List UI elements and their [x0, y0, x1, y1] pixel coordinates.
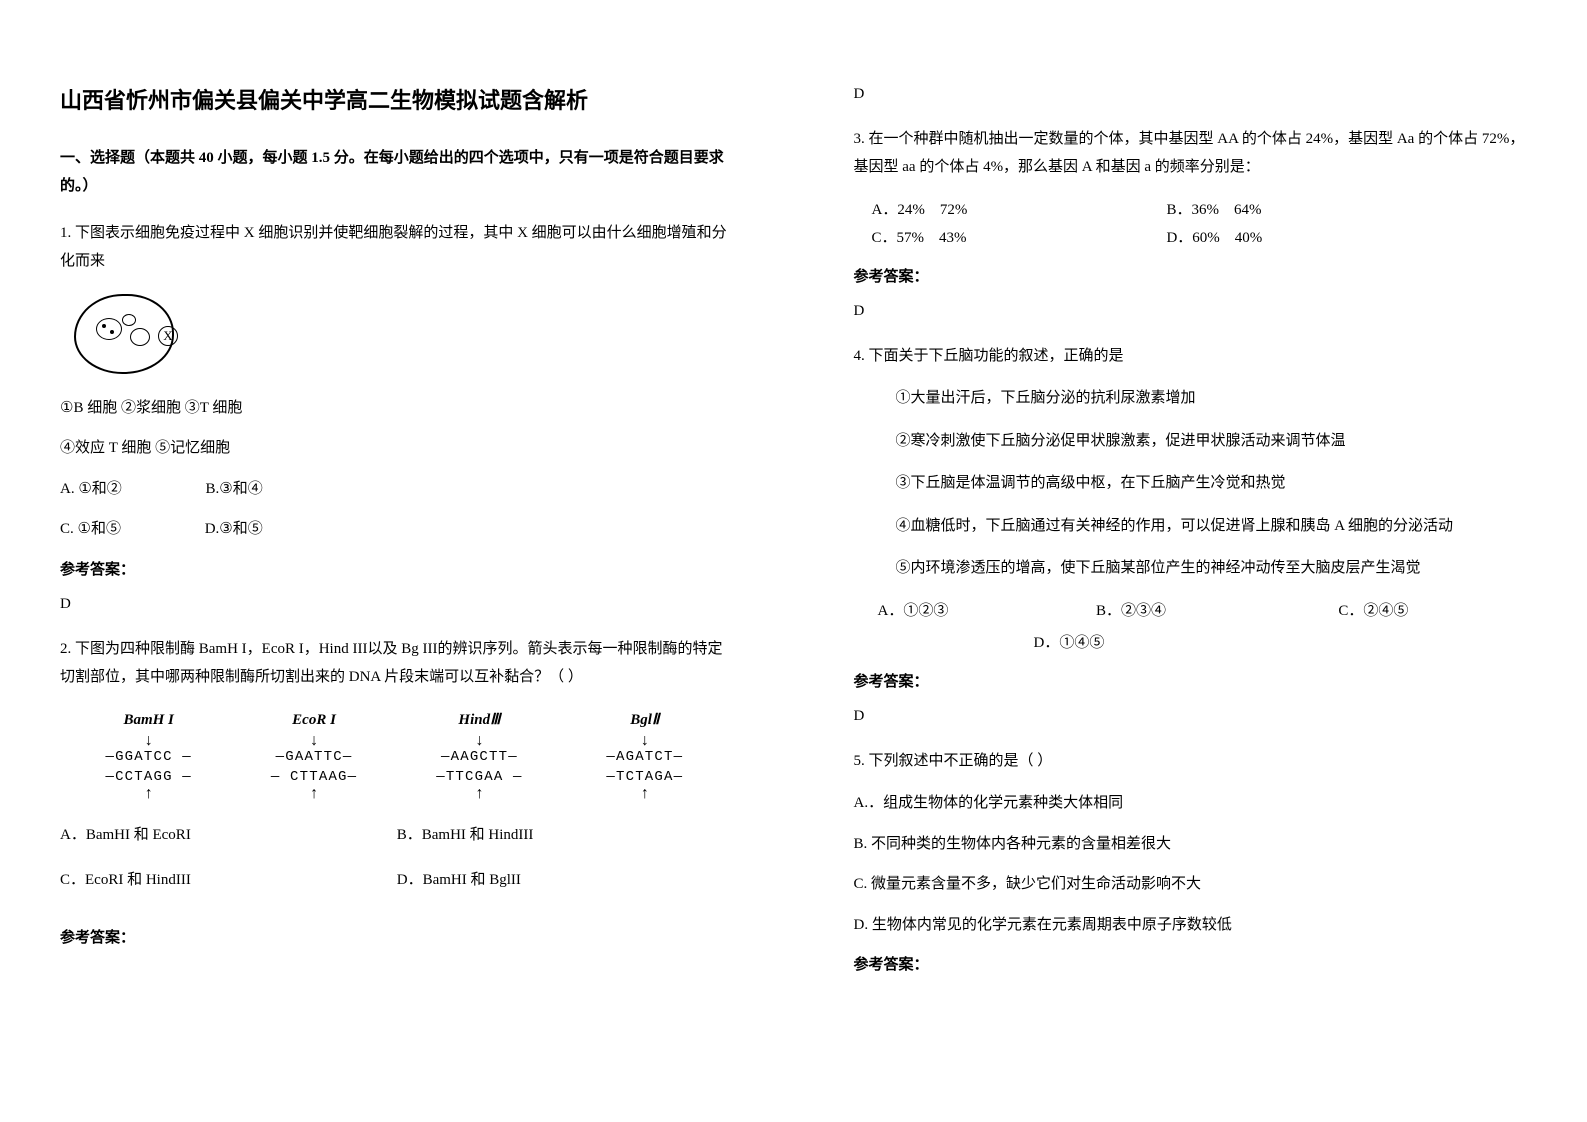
- enzyme-name: BamH I: [70, 706, 227, 749]
- q3-options: A．24% 72% B．36% 64% C．57% 43% D．60% 40%: [854, 196, 1528, 253]
- question-5: 5. 下列叙述中不正确的是（ ） A.．组成生物体的化学元素种类大体相同 B. …: [854, 747, 1528, 980]
- section-header: 一、选择题（本题共 40 小题，每小题 1.5 分。在每小题给出的四个选项中，只…: [60, 144, 734, 201]
- q1-labels-1: ①B 细胞 ②浆细胞 ③T 细胞: [60, 394, 734, 423]
- q1-optA: A. ①和②: [60, 475, 122, 504]
- q4-options-row1: A．①②③ B．②③④ C．②④⑤: [854, 597, 1528, 626]
- q4-optD: D．①④⑤: [1034, 635, 1105, 651]
- enzyme-seq: —AGATCT—: [566, 748, 723, 768]
- q1-figure: X: [66, 290, 196, 380]
- q5-optC: C. 微量元素含量不多，缺少它们对生命活动影响不大: [854, 870, 1528, 899]
- enzyme-name: BglⅡ: [566, 706, 723, 749]
- cell-blob-icon: [130, 328, 150, 346]
- q2-optC: C．EcoRI 和 HindIII: [60, 866, 397, 895]
- q1-stem: 1. 下图表示细胞免疫过程中 X 细胞识别并使靶细胞裂解的过程，其中 X 细胞可…: [60, 219, 734, 276]
- q3-answer: D: [854, 297, 1528, 326]
- q3-optC: C．57% 43%: [872, 224, 1167, 253]
- enzyme-seq: —GGATCC —: [70, 748, 227, 768]
- q4-optB: B．②③④: [1096, 597, 1338, 626]
- arrow-up-icon: [566, 787, 723, 801]
- q3-answer-label: 参考答案：: [854, 263, 1528, 292]
- q5-answer-label: 参考答案：: [854, 951, 1528, 980]
- cell-blob-icon: [96, 318, 122, 340]
- q3-stem: 3. 在一个种群中随机抽出一定数量的个体，其中基因型 AA 的个体占 24%，基…: [854, 125, 1528, 182]
- q2-optA: A．BamHI 和 EcoRI: [60, 821, 397, 850]
- enzyme-col-hind3: HindⅢ —AAGCTT— —TTCGAA —: [397, 706, 562, 802]
- enzyme-col-bamh1: BamH I —GGATCC — —CCTAGG —: [66, 706, 231, 802]
- question-4: 4. 下面关于下丘脑功能的叙述，正确的是 ①大量出汗后，下丘脑分泌的抗利尿激素增…: [854, 342, 1528, 731]
- arrow-up-icon: [70, 787, 227, 801]
- q1-optD: D.③和⑤: [205, 515, 263, 544]
- q2-options: A．BamHI 和 EcoRI B．BamHI 和 HindIII C．EcoR…: [60, 821, 734, 910]
- q1-answer: D: [60, 590, 734, 619]
- q2-enzyme-table: BamH I —GGATCC — —CCTAGG — EcoR I —GAATT…: [66, 706, 728, 802]
- exam-page: 山西省忻州市偏关县偏关中学高二生物模拟试题含解析 一、选择题（本题共 40 小题…: [0, 0, 1587, 1122]
- q4-options-row2: D．①④⑤: [854, 629, 1528, 658]
- q2-optB: B．BamHI 和 HindIII: [397, 821, 734, 850]
- enzyme-col-ecor1: EcoR I —GAATTC— — CTTAAG—: [231, 706, 396, 802]
- left-column: 山西省忻州市偏关县偏关中学高二生物模拟试题含解析 一、选择题（本题共 40 小题…: [0, 0, 794, 1122]
- question-1: 1. 下图表示细胞免疫过程中 X 细胞识别并使靶细胞裂解的过程，其中 X 细胞可…: [60, 219, 734, 619]
- arrow-up-icon: [235, 787, 392, 801]
- q1-options-row1: A. ①和② B.③和④: [60, 475, 734, 504]
- q4-optC: C．②④⑤: [1338, 597, 1527, 626]
- enzyme-name: HindⅢ: [401, 706, 558, 749]
- right-column: D 3. 在一个种群中随机抽出一定数量的个体，其中基因型 AA 的个体占 24%…: [794, 0, 1587, 1122]
- q4-s2: ②寒冷刺激使下丘脑分泌促甲状腺激素，促进甲状腺活动来调节体温: [854, 427, 1528, 456]
- arrow-up-icon: [401, 787, 558, 801]
- q4-s5: ⑤内环境渗透压的增高，使下丘脑某部位产生的神经冲动传至大脑皮层产生渴觉: [854, 554, 1528, 583]
- question-3: 3. 在一个种群中随机抽出一定数量的个体，其中基因型 AA 的个体占 24%，基…: [854, 125, 1528, 326]
- page-title: 山西省忻州市偏关县偏关中学高二生物模拟试题含解析: [60, 80, 734, 122]
- q4-answer-label: 参考答案：: [854, 668, 1528, 697]
- cell-blob-icon: [122, 314, 136, 326]
- cell-x-label: X: [158, 326, 178, 346]
- enzyme-seq: —AAGCTT—: [401, 748, 558, 768]
- q2-answer: D: [854, 80, 1528, 109]
- q4-s1: ①大量出汗后，下丘脑分泌的抗利尿激素增加: [854, 384, 1528, 413]
- q1-labels-2: ④效应 T 细胞 ⑤记忆细胞: [60, 434, 734, 463]
- enzyme-seq: —GAATTC—: [235, 748, 392, 768]
- question-2: 2. 下图为四种限制酶 BamH I，EcoR I，Hind III以及 Bg …: [60, 635, 734, 953]
- q1-answer-label: 参考答案：: [60, 556, 734, 585]
- q1-optB: B.③和④: [206, 475, 263, 504]
- q5-optD: D. 生物体内常见的化学元素在元素周期表中原子序数较低: [854, 911, 1528, 940]
- q2-stem: 2. 下图为四种限制酶 BamH I，EcoR I，Hind III以及 Bg …: [60, 635, 734, 692]
- q1-optC: C. ①和⑤: [60, 515, 121, 544]
- q1-options-row2: C. ①和⑤ D.③和⑤: [60, 515, 734, 544]
- enzyme-name: EcoR I: [235, 706, 392, 749]
- q3-optD: D．60% 40%: [1166, 224, 1527, 253]
- q2-optD: D．BamHI 和 BglII: [397, 866, 734, 895]
- q2-answer-label: 参考答案：: [60, 924, 734, 953]
- q3-optA: A．24% 72%: [872, 196, 1167, 225]
- q4-answer: D: [854, 702, 1528, 731]
- enzyme-col-bgl2: BglⅡ —AGATCT— —TCTAGA—: [562, 706, 727, 802]
- q3-optB: B．36% 64%: [1166, 196, 1527, 225]
- q5-optA: A.．组成生物体的化学元素种类大体相同: [854, 789, 1528, 818]
- q4-s3: ③下丘脑是体温调节的高级中枢，在下丘脑产生冷觉和热觉: [854, 469, 1528, 498]
- q4-s4: ④血糖低时，下丘脑通过有关神经的作用，可以促进肾上腺和胰岛 A 细胞的分泌活动: [854, 512, 1528, 541]
- q5-optB: B. 不同种类的生物体内各种元素的含量相差很大: [854, 830, 1528, 859]
- q4-optA: A．①②③: [854, 597, 1096, 626]
- q4-stem: 4. 下面关于下丘脑功能的叙述，正确的是: [854, 342, 1528, 371]
- q5-stem: 5. 下列叙述中不正确的是（ ）: [854, 747, 1528, 776]
